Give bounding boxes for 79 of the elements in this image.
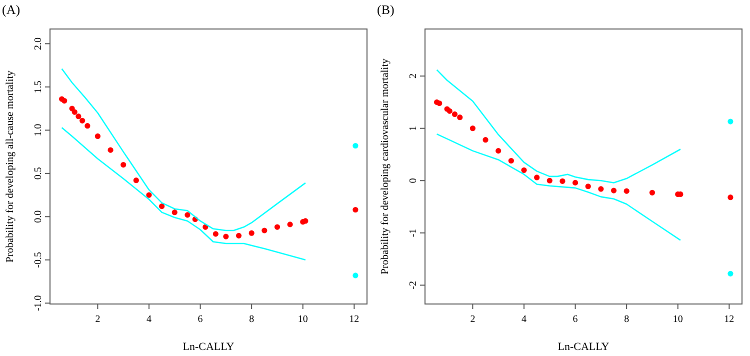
y-tick-label: 2.0: [33, 37, 44, 50]
point: [287, 222, 293, 228]
point: [84, 123, 90, 129]
point: [236, 232, 242, 238]
x-tick-label: 2: [470, 314, 476, 325]
point: [470, 126, 476, 132]
x-tick-label: 8: [249, 314, 254, 325]
point: [352, 272, 358, 278]
y-axis-title: Probability for developing all-cause mortality: [5, 70, 16, 262]
y-tick-label: 0.0: [33, 210, 44, 223]
point: [436, 100, 442, 106]
point: [546, 178, 552, 184]
point: [212, 231, 218, 237]
point: [452, 111, 458, 118]
y-axis-title: Probability for developing cardiovascular mortality: [380, 58, 391, 274]
point: [352, 206, 358, 213]
y-tick-label: -0.5: [33, 252, 44, 268]
line-series: [436, 133, 682, 241]
point: [302, 218, 308, 224]
point: [572, 180, 578, 186]
x-tick-label: 6: [198, 314, 203, 325]
point: [76, 114, 82, 120]
point: [534, 174, 540, 180]
y-tick-label: 2: [408, 74, 419, 79]
point: [274, 224, 280, 230]
point: [262, 228, 268, 234]
line-series: [61, 126, 306, 261]
y-tick-label: 0.5: [33, 167, 44, 180]
x-tick-label: 12: [724, 314, 734, 325]
line-series: [61, 68, 306, 232]
point: [649, 190, 656, 196]
x-tick-label: 10: [298, 314, 308, 325]
point: [133, 178, 139, 184]
point: [457, 114, 463, 120]
point: [184, 212, 190, 218]
point: [120, 162, 126, 168]
point: [80, 118, 86, 124]
point: [521, 167, 527, 173]
x-tick-label: 2: [95, 314, 100, 325]
y-tick-label: 0: [408, 178, 419, 184]
x-tick-label: 8: [624, 314, 630, 325]
point: [72, 109, 78, 115]
point: [223, 234, 229, 240]
x-tick-label: 4: [522, 314, 526, 325]
point: [728, 118, 734, 124]
point: [172, 210, 178, 216]
point: [146, 192, 152, 198]
chart-title: (A): [2, 2, 20, 17]
point: [248, 230, 254, 236]
point: [446, 108, 452, 114]
point: [159, 203, 165, 210]
point: [598, 186, 604, 192]
y-tick-label: -1.0: [33, 295, 44, 312]
point: [560, 178, 566, 184]
point: [624, 188, 630, 194]
line-series: [436, 69, 682, 184]
point: [610, 188, 617, 194]
point: [94, 133, 101, 140]
point: [108, 147, 114, 153]
y-tick-label: -2: [408, 281, 419, 290]
x-tick-label: 12: [349, 314, 360, 325]
point: [62, 98, 68, 104]
point: [352, 142, 358, 149]
x-tick-label: 10: [672, 314, 683, 325]
x-tick-label: 6: [572, 314, 578, 325]
point: [508, 158, 514, 164]
y-tick-label: -1: [408, 228, 419, 238]
chart-title: (B): [377, 2, 394, 17]
point: [496, 148, 502, 154]
point: [482, 137, 488, 143]
y-tick-label: 1: [408, 126, 419, 131]
x-axis-title: Ln-CALLY: [182, 341, 234, 353]
point: [585, 184, 591, 190]
x-axis-title: Ln-CALLY: [558, 341, 610, 353]
y-tick-label: 1.5: [33, 80, 44, 94]
y-tick-label: 1.0: [33, 124, 44, 136]
point: [728, 194, 734, 200]
x-tick-label: 4: [146, 314, 152, 325]
point: [728, 270, 734, 276]
